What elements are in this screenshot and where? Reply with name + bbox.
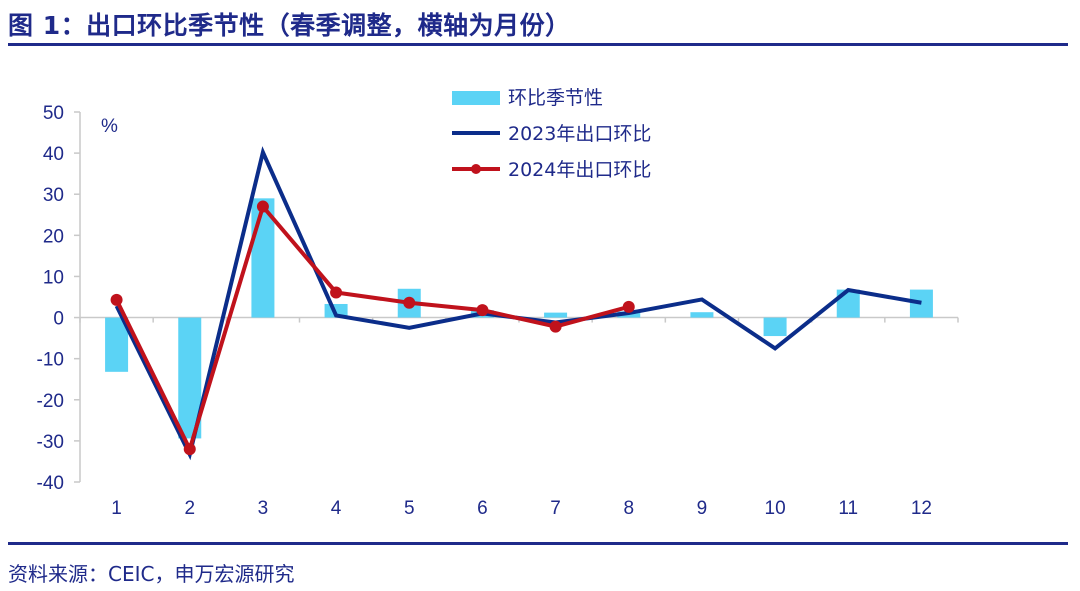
x-tick-label: 12 [911,498,932,519]
bar-12 [909,289,933,318]
x-axis: 1 2 3 4 5 6 7 8 9 10 11 12 [79,316,959,519]
legend-label-bar: 环比季节性 [508,87,603,109]
line-2024 [114,202,630,455]
legend: 环比季节性 2023年出口环比 2024年出口环比 [452,87,651,181]
marker-2024-4 [330,286,343,299]
marker-2024-2 [183,443,196,456]
figure-title: 图 1：出口环比季节性（春季调整，横轴为月份） [8,11,571,40]
marker-2024-8 [622,300,635,313]
y-tick-label: -40 [37,473,64,494]
x-tick-label: 3 [258,498,269,519]
footer-rule [8,542,1068,545]
legend-swatch-bar [452,91,500,105]
bar-9 [690,312,714,318]
y-axis: 50 40 30 20 10 0 -10 -20 -30 -40 [37,103,81,494]
line-2023 [114,146,922,461]
marker-2024-1 [110,293,123,306]
y-tick-label: 20 [43,226,64,247]
legend-marker-2024 [471,164,481,174]
x-tick-label: 2 [184,498,195,519]
legend-label-2023: 2023年出口环比 [508,123,651,145]
title-rule [8,43,1068,46]
legend-label-2024: 2024年出口环比 [508,159,651,181]
x-tick-label: 10 [765,498,786,519]
y-tick-label: 50 [43,103,64,124]
x-tick-label: 1 [111,498,122,519]
x-tick-label: 7 [550,498,561,519]
y-axis-unit-label: % [101,116,118,137]
y-tick-label: 0 [53,309,64,330]
marker-2024-3 [256,200,269,213]
bar-7 [544,312,568,318]
y-tick-label: -20 [37,391,64,412]
marker-2024-6 [476,304,489,317]
bar-1 [105,317,129,372]
x-tick-label: 8 [623,498,634,519]
source-note: 资料来源：CEIC，申万宏源研究 [8,562,295,586]
y-tick-label: 40 [43,144,64,165]
bar-10 [763,317,787,337]
y-tick-label: 30 [43,185,64,206]
y-tick-label: 10 [43,267,64,288]
marker-2024-5 [403,296,416,309]
y-tick-label: -30 [37,432,64,453]
bar-2 [178,317,202,439]
x-tick-label: 9 [697,498,708,519]
y-tick-label: -10 [37,350,64,371]
x-tick-label: 11 [838,498,858,519]
line-series [110,146,922,461]
marker-2024-7 [549,320,562,333]
x-tick-label: 6 [477,498,488,519]
x-tick-label: 5 [404,498,415,519]
x-tick-label: 4 [331,498,342,519]
bar-11 [836,289,860,318]
